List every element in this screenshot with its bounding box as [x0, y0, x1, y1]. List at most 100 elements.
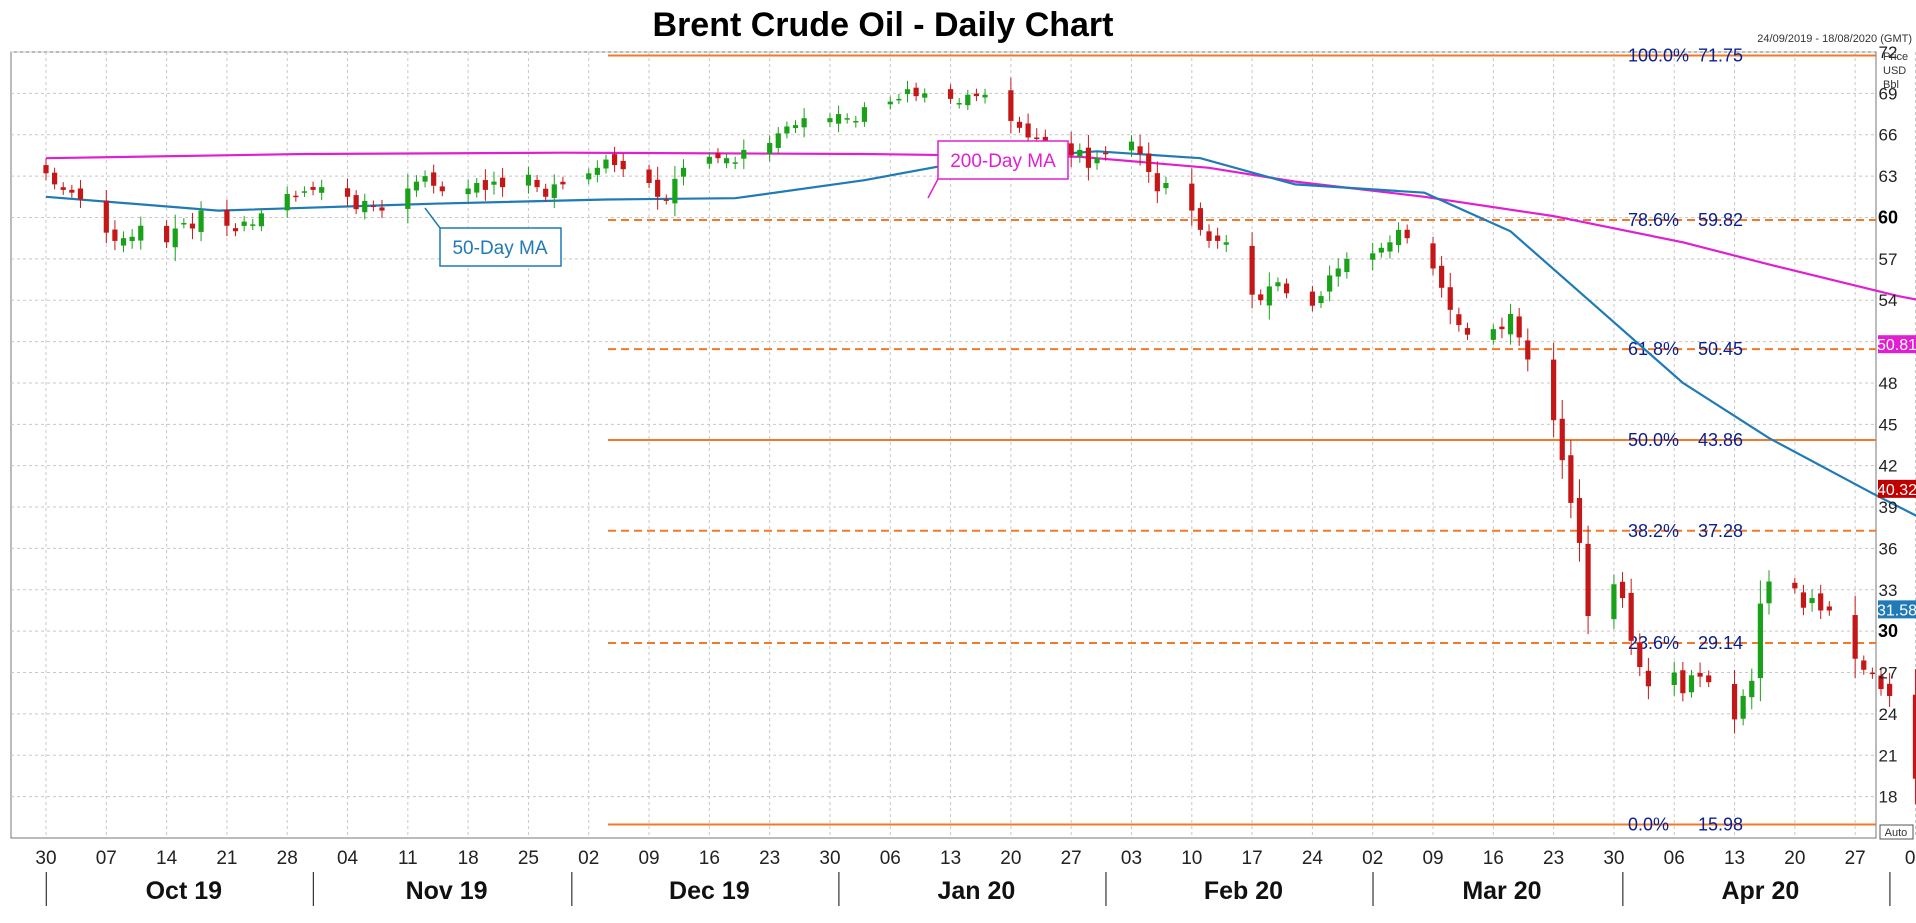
candle-body [198, 210, 204, 232]
fib-percent-label: 0.0% [1628, 814, 1669, 834]
fib-percent-label: 50.0% [1628, 430, 1679, 450]
candle-body [77, 188, 84, 200]
price-tag [1878, 600, 1916, 619]
candle-body [904, 89, 911, 95]
ma50-leader [424, 207, 441, 229]
candle-body [1335, 268, 1341, 277]
chart-title: Brent Crude Oil - Daily Chart [653, 6, 1114, 44]
candle-body [1447, 287, 1453, 310]
y-tick-label: 45 [1879, 415, 1898, 434]
candle-body [1146, 153, 1152, 172]
ma200-line [45, 151, 1916, 301]
candle-body [551, 184, 557, 198]
candle-body [1464, 328, 1471, 335]
candle-body [1163, 183, 1169, 189]
candle-body [1551, 359, 1557, 421]
candle-body [706, 156, 712, 164]
fib-percent-label: 100.0% [1628, 45, 1689, 65]
y-tick-label: 66 [1879, 126, 1898, 145]
month-label: Jan 20 [937, 877, 1015, 905]
auto-scale-label: Auto [1885, 827, 1908, 839]
x-tick-label: 16 [699, 848, 720, 869]
candle-body [465, 188, 471, 195]
x-tick-label: 23 [759, 848, 780, 869]
candle-body [801, 118, 807, 128]
candle-body [1327, 275, 1333, 292]
candle-body [353, 195, 359, 210]
candle-body [1206, 231, 1212, 241]
candle-body [1439, 265, 1445, 288]
candle-body [586, 173, 592, 180]
fib-value-label: 37.28 [1698, 521, 1743, 541]
candle-body [1861, 660, 1867, 670]
candle-body [1309, 291, 1316, 306]
candle-body [1516, 316, 1522, 338]
candle-body [1887, 683, 1893, 696]
candle-body [1525, 340, 1531, 360]
candle-body [1154, 173, 1160, 192]
candle-body [1688, 675, 1695, 693]
candle-body [1456, 314, 1462, 326]
candle-body [439, 186, 445, 192]
candle-body [887, 101, 893, 105]
ma-annotations: 200-Day MA 50-Day MA [424, 140, 1069, 267]
candle-body [1878, 675, 1884, 690]
candle-body [1637, 642, 1643, 668]
candle-body [1283, 283, 1290, 294]
y-axis: 1821242730333639424548515457606366697250… [1877, 43, 1916, 807]
fib-percent-label: 78.6% [1628, 210, 1679, 230]
ma200-annotation-box [937, 140, 1069, 180]
candle-body [1619, 581, 1626, 599]
candle-body [973, 93, 980, 97]
candle-body [1568, 455, 1574, 503]
candle-body [1749, 680, 1755, 698]
x-tick-label: 07 [96, 848, 117, 869]
candle-body [43, 165, 49, 174]
candle-body [1559, 418, 1565, 461]
candle-body [732, 162, 738, 164]
candle-body [835, 114, 842, 124]
auto-scale-box[interactable] [1879, 824, 1914, 840]
grid [11, 51, 1916, 838]
month-label: Oct 19 [146, 877, 222, 905]
x-tick-label: 21 [216, 848, 237, 869]
candle-body [853, 120, 859, 123]
candle-body [723, 158, 730, 164]
candle-body [1757, 603, 1763, 679]
candle-body [344, 188, 351, 197]
x-tick-label: 02 [578, 848, 599, 869]
price-tag-label: 40.32 [1877, 482, 1916, 499]
unit-label-currency: USD [1883, 65, 1906, 77]
candle-body [792, 125, 799, 129]
candle-body [1318, 296, 1324, 304]
fib-percent-label: 38.2% [1628, 521, 1679, 541]
x-tick-label: 28 [277, 848, 298, 869]
price-tag-label: 50.81 [1877, 337, 1916, 354]
candle-body [1344, 258, 1350, 273]
candle-body [672, 178, 678, 204]
y-tick-label: 27 [1879, 664, 1898, 683]
candle-body [1128, 141, 1135, 151]
candle-body [1499, 326, 1505, 330]
candle-body [52, 172, 58, 185]
fib-percent-label: 61.8% [1628, 339, 1679, 359]
y-tick-label: 57 [1879, 250, 1898, 269]
candle-body [164, 225, 170, 243]
candle-body [1852, 615, 1858, 659]
candle-body [1378, 247, 1384, 253]
month-label: Apr 20 [1721, 877, 1799, 905]
candle-body [482, 180, 488, 190]
x-tick-label: 20 [1784, 848, 1805, 869]
candle-body [1008, 90, 1014, 121]
candle-body [1197, 208, 1204, 230]
y-tick-label: 54 [1879, 291, 1898, 310]
y-tick-label: 21 [1879, 746, 1898, 765]
unit-label-unit: Bbl [1883, 79, 1899, 91]
candle-body [1068, 143, 1074, 156]
candle-body [1576, 497, 1583, 543]
candle-body [250, 224, 256, 226]
y-tick-label: 30 [1878, 621, 1898, 641]
candle-body [1370, 253, 1376, 260]
x-tick-label: 02 [1362, 848, 1383, 869]
